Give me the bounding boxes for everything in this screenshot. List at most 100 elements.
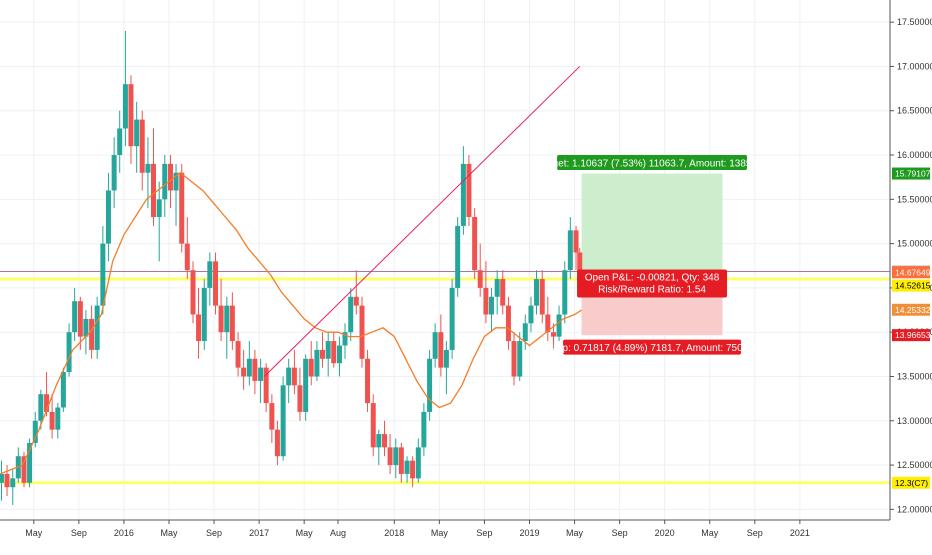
x-tick-label: Sep — [747, 528, 763, 538]
candle-body — [201, 287, 207, 342]
candle-body — [505, 305, 511, 342]
candle-body — [438, 332, 444, 368]
candle-body — [297, 385, 303, 412]
position-zones — [581, 173, 723, 336]
candle-body — [545, 314, 551, 333]
candle-body — [49, 411, 55, 430]
candle-body — [577, 252, 583, 272]
candle-body — [0, 473, 4, 483]
candle-body — [27, 442, 33, 483]
candle-body — [359, 305, 365, 359]
open-pl-label: Open P&L: -0.00821, Qty: 348 — [585, 273, 720, 284]
candle-body — [336, 345, 342, 364]
candle-body — [156, 199, 162, 218]
candle-body — [393, 447, 399, 466]
x-tick-label: May — [701, 528, 719, 538]
candle-body — [291, 367, 297, 386]
y-tick-label: 15.50000 — [897, 194, 932, 204]
candle-body — [173, 172, 179, 191]
price-label-box — [892, 303, 930, 316]
candle-body — [60, 372, 66, 408]
price-labels: 15.7910714.6847014.6764914.5261514.25332… — [892, 167, 931, 489]
risk-reward-label: Risk/Reward Ratio: 1.54 — [598, 285, 706, 296]
candle-body — [10, 478, 16, 488]
candle-body — [410, 460, 416, 479]
candle-body — [286, 367, 292, 386]
candle-body — [404, 460, 410, 474]
candle-body — [100, 243, 106, 306]
open-pl-box — [577, 269, 728, 298]
candle-body — [94, 305, 100, 350]
candle-body — [421, 411, 427, 448]
candle-body — [269, 403, 275, 430]
candle-body — [415, 447, 421, 479]
candle-body — [398, 447, 404, 474]
candle-body — [55, 407, 61, 430]
candle-body — [382, 434, 388, 448]
candle-body — [331, 341, 337, 364]
candle-body — [472, 217, 478, 271]
candle-body — [342, 332, 348, 346]
candle-body — [567, 230, 573, 271]
price-label: 14.67649 — [895, 267, 931, 277]
target-label: Target: 1.10637 (7.53%) 11063.7, Amount:… — [539, 159, 766, 170]
candle-body — [325, 341, 331, 359]
candle-body — [303, 358, 309, 412]
candle-body — [111, 155, 117, 191]
candle-body — [522, 323, 528, 342]
candle-body — [258, 367, 264, 381]
price-label: 12.3(C7) — [895, 478, 928, 488]
candles — [0, 31, 583, 505]
y-tick-label: 13.50000 — [897, 371, 932, 381]
candle-body — [167, 163, 173, 191]
y-tick-label: 16.50000 — [897, 106, 932, 116]
candle-body — [274, 429, 280, 457]
price-label-box — [892, 266, 930, 279]
candle-body — [134, 119, 140, 147]
x-tick-label: 2021 — [790, 528, 810, 538]
candle-body — [179, 172, 185, 244]
x-tick-label: May — [566, 528, 584, 538]
candle-body — [150, 163, 156, 218]
candle-body — [89, 318, 95, 350]
candle-body — [466, 163, 472, 218]
price-label-box — [892, 476, 930, 489]
y-tick-label: 17.00000 — [897, 61, 932, 71]
candle-body — [528, 305, 534, 324]
candle-body — [139, 119, 145, 173]
candle-body — [449, 287, 455, 350]
candle-body — [319, 349, 325, 359]
y-tick-label: 13.00000 — [897, 416, 932, 426]
candle-body — [235, 341, 241, 368]
y-tick-label: 12.50000 — [897, 460, 932, 470]
x-tick-label: May — [160, 528, 178, 538]
candle-body — [353, 296, 359, 306]
x-tick-label: 2019 — [519, 528, 539, 538]
candle-body — [252, 358, 258, 381]
trendline — [263, 66, 581, 377]
price-label: 14.52615 — [895, 281, 931, 291]
x-tick-label: Sep — [206, 528, 222, 538]
candle-body — [370, 403, 376, 448]
ma-line — [0, 171, 582, 475]
candle-body — [72, 301, 78, 333]
candle-body — [443, 349, 449, 368]
price-label-box — [892, 279, 930, 292]
x-tick-label: Sep — [476, 528, 492, 538]
candle-body — [4, 473, 10, 488]
candle-body — [348, 296, 354, 333]
support-levels — [0, 271, 890, 485]
candle-body — [511, 341, 517, 377]
price-label-box — [892, 329, 930, 342]
x-tick-label: May — [296, 528, 314, 538]
candle-body — [494, 279, 500, 297]
x-tick-label: 2016 — [114, 528, 134, 538]
candle-body — [105, 190, 111, 244]
candle-body — [207, 261, 213, 288]
candle-body — [314, 349, 320, 377]
candle-body — [122, 84, 128, 129]
candle-body — [38, 394, 44, 421]
candle-body — [241, 367, 247, 377]
